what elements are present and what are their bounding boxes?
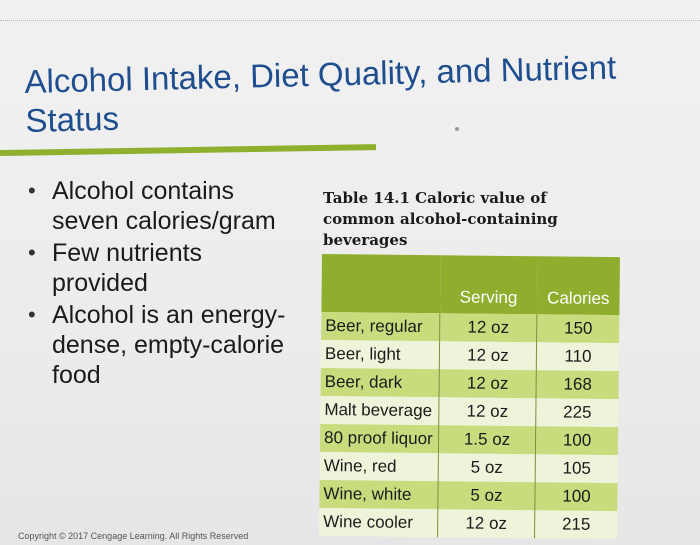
- table-row: Wine cooler 12 oz 215: [319, 507, 618, 540]
- calories-cell: 100: [534, 482, 618, 512]
- table-row: 80 proof liquor 1.5 oz 100: [319, 423, 619, 456]
- title-underline: [0, 144, 377, 156]
- header-calories: Calories: [536, 256, 620, 316]
- bullet-text: Alcohol contains seven calories/gram: [52, 177, 276, 235]
- beverage-cell: Wine, white: [319, 479, 439, 510]
- header-beverage: [321, 254, 441, 314]
- table-header-row: Serving Calories: [321, 254, 620, 316]
- calories-cell: 150: [536, 314, 620, 344]
- bullet-text: Few nutrients provided: [52, 239, 203, 297]
- header-serving: Serving: [439, 255, 538, 315]
- copyright-notice: Copyright © 2017 Cengage Learning. All R…: [18, 531, 249, 541]
- serving-cell: 5 oz: [437, 481, 536, 511]
- calories-cell: 100: [535, 426, 619, 456]
- calories-cell: 215: [534, 510, 618, 540]
- beverage-cell: Beer, dark: [320, 367, 440, 398]
- calories-cell: 110: [536, 342, 620, 372]
- calorie-table: Serving Calories Beer, regular 12 oz 150…: [319, 254, 620, 540]
- calories-cell: 105: [535, 454, 618, 484]
- bullet-list: • Alcohol contains seven calories/gram •…: [28, 176, 298, 392]
- calories-cell: 168: [536, 370, 619, 400]
- bullet-dot-icon: •: [28, 302, 36, 327]
- dust-speck: [455, 127, 459, 131]
- bullet-dot-icon: •: [28, 240, 36, 265]
- serving-cell: 5 oz: [438, 453, 536, 483]
- beverage-cell: Malt beverage: [320, 395, 440, 426]
- serving-cell: 12 oz: [439, 313, 537, 343]
- bullet-item: • Alcohol contains seven calories/gram: [28, 176, 298, 236]
- bullet-text: Alcohol is an energy-dense, empty-calori…: [52, 301, 286, 389]
- beverage-cell: 80 proof liquor: [319, 423, 439, 454]
- serving-cell: 12 oz: [437, 509, 535, 539]
- bullet-item: • Alcohol is an energy-dense, empty-calo…: [28, 300, 298, 390]
- top-dotted-line: [0, 20, 700, 21]
- beverage-cell: Wine cooler: [319, 507, 438, 538]
- table-caption: Table 14.1 Caloric value of common alcoh…: [323, 188, 593, 251]
- serving-cell: 12 oz: [439, 341, 537, 371]
- table-row: Wine, white 5 oz 100: [319, 479, 618, 512]
- beverage-cell: Beer, light: [320, 339, 440, 370]
- table-caption-text: Caloric value of common alcohol-containi…: [323, 189, 558, 249]
- table-row: Wine, red 5 oz 105: [319, 451, 618, 484]
- serving-cell: 1.5 oz: [438, 425, 536, 455]
- serving-cell: 12 oz: [439, 369, 537, 399]
- table-row: Malt beverage 12 oz 225: [320, 395, 619, 428]
- calories-cell: 225: [535, 398, 619, 428]
- bullet-dot-icon: •: [28, 178, 36, 203]
- beverage-cell: Beer, regular: [321, 311, 440, 342]
- slide-title: Alcohol Intake, Diet Quality, and Nutrie…: [24, 48, 617, 139]
- table-row: Beer, light 12 oz 110: [320, 339, 620, 372]
- table-caption-label: Table 14.1: [323, 189, 410, 207]
- serving-cell: 12 oz: [438, 397, 537, 427]
- table-row: Beer, dark 12 oz 168: [320, 367, 619, 400]
- bullet-item: • Few nutrients provided: [28, 238, 298, 298]
- beverage-cell: Wine, red: [319, 451, 439, 482]
- table-row: Beer, regular 12 oz 150: [321, 311, 620, 344]
